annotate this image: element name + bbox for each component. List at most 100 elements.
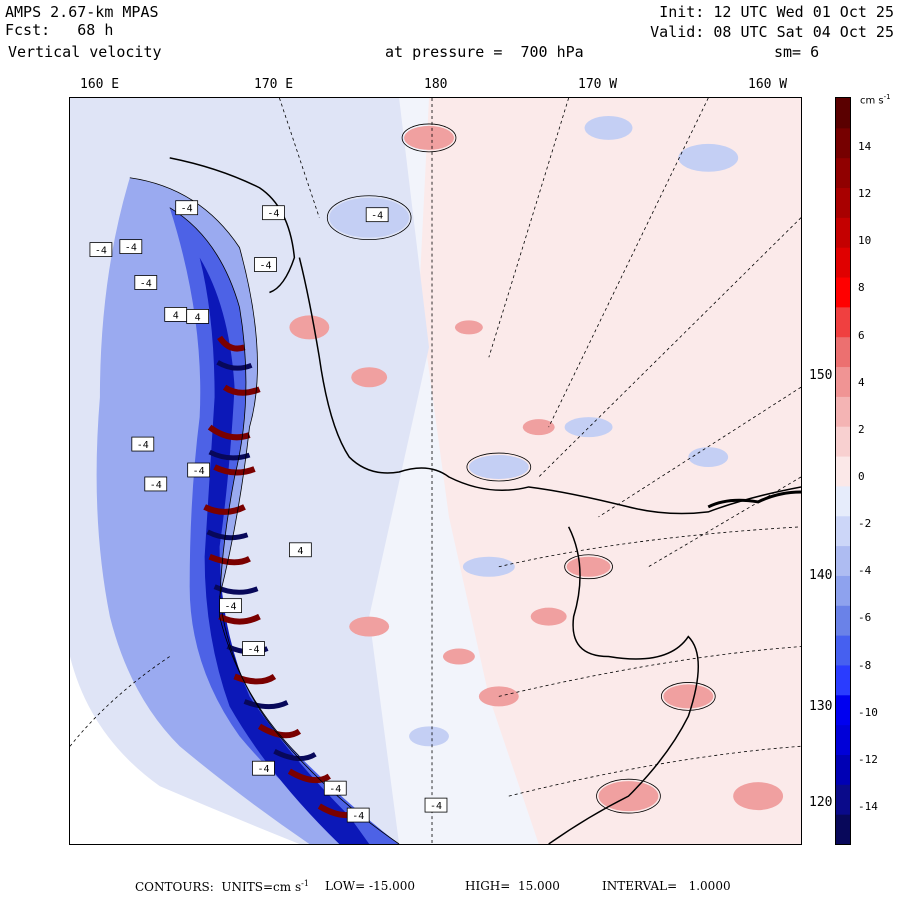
colorbar-swatch [836, 366, 850, 397]
colorbar-swatch [836, 98, 850, 129]
colorbar-tick-label: -8 [858, 658, 872, 672]
init-time: Init: 12 UTC Wed 01 Oct 25 [659, 3, 894, 21]
colorbar-swatch [836, 754, 850, 785]
contour-label: -4 [219, 598, 242, 614]
colorbar-tick-label: 2 [858, 422, 865, 436]
svg-text:4: 4 [195, 312, 201, 323]
svg-text:-4: -4 [259, 261, 271, 272]
contour-label: -4 [131, 436, 155, 452]
contour-label: -4 [262, 205, 285, 221]
footer-interval: INTERVAL= 1.0000 [602, 879, 731, 893]
colorbar-swatch [836, 575, 850, 606]
footer-contours: CONTOURS: UNITS=cm s-1 [135, 879, 309, 894]
colorbar-tick-label: -14 [858, 800, 878, 813]
colorbar-swatch [836, 784, 850, 815]
contour-label: 4 [164, 307, 188, 322]
colorbar-swatch [836, 605, 850, 636]
svg-text:-4: -4 [371, 211, 383, 222]
smoothing: sm= 6 [774, 43, 820, 61]
outside-domain [70, 656, 300, 844]
contour-label: -4 [346, 807, 370, 823]
svg-text:4: 4 [173, 310, 179, 321]
colorbar-tick-label: -6 [858, 611, 872, 625]
colorbar-swatch [836, 426, 850, 457]
svg-text:-4: -4 [125, 243, 137, 254]
colorbar-swatch [836, 336, 850, 368]
contour-label: -4 [254, 257, 277, 272]
colorbar-tick-label: -12 [858, 752, 878, 766]
positive-field-east [419, 98, 801, 844]
svg-text:4: 4 [297, 546, 303, 557]
contour-label: -4 [175, 200, 199, 216]
colorbar-swatch [836, 127, 850, 159]
contour-label: -4 [242, 641, 265, 656]
core-negative-band [199, 257, 370, 844]
colorbar-units: cm s-1 [860, 93, 891, 107]
lon-label-170w: 170 W [578, 77, 618, 92]
pressure-level: at pressure = 700 hPa [385, 43, 584, 61]
colorbar-swatch [836, 694, 850, 726]
colorbar-swatch [836, 456, 850, 487]
colorbar-tick-label: 12 [858, 187, 872, 201]
graticule [70, 98, 801, 844]
svg-text:-4: -4 [430, 801, 442, 812]
colorbar-swatch [836, 724, 850, 755]
svg-text:-4: -4 [137, 440, 149, 451]
contour-label: -4 [187, 462, 211, 478]
colorbar-tick-label: -4 [858, 564, 872, 578]
contour-label: 4 [186, 309, 210, 324]
contour-label: -4 [144, 476, 168, 492]
ice-shelf-edge [548, 526, 700, 844]
lon-label-160w: 160 W [748, 77, 788, 92]
svg-text:-4: -4 [193, 466, 205, 477]
svg-text:-4: -4 [352, 811, 364, 822]
colorbar-tick-label: 8 [858, 281, 865, 295]
colorbar-swatch [836, 247, 850, 278]
contour-label: -4 [89, 242, 113, 257]
vertical-velocity-map: -4 -4 -4 -4 -4 -4 -4 4 4 -4 -4 -4 4 -4 -… [69, 97, 802, 845]
colorbar-swatch [836, 187, 850, 218]
colorbar-swatch [836, 157, 850, 189]
contour-label: -4 [119, 239, 143, 254]
colorbar-swatch [836, 814, 850, 844]
contour-label-boxes: -4 -4 -4 -4 -4 -4 -4 4 4 -4 -4 -4 4 -4 -… [89, 200, 448, 823]
colorbar-tick-label: 4 [858, 375, 865, 389]
svg-text:-4: -4 [257, 764, 269, 775]
colorbar-swatch [836, 277, 850, 308]
colorbar-swatch [836, 515, 850, 547]
valid-time: Valid: 08 UTC Sat 04 Oct 25 [650, 23, 894, 41]
colorbar-tick-label: 6 [858, 328, 865, 342]
svg-text:-4: -4 [247, 645, 259, 656]
footer-low: LOW= -15.000 [325, 879, 416, 893]
colorbar [835, 97, 851, 845]
contour-label: -4 [252, 760, 275, 776]
colorbar-swatch [836, 635, 850, 666]
contour-label: -4 [365, 207, 389, 223]
contour-label: 4 [289, 542, 312, 558]
colorbar-tick-label: -2 [858, 517, 872, 531]
forecast-hour: Fcst: 68 h [5, 21, 114, 39]
field-name: Vertical velocity [8, 43, 162, 61]
colorbar-swatch [836, 217, 850, 248]
svg-text:-4: -4 [267, 209, 279, 220]
contour-lines [129, 123, 716, 844]
svg-text:-4: -4 [95, 246, 107, 257]
svg-text:-4: -4 [150, 480, 162, 491]
colorbar-tick-label: 10 [858, 234, 872, 248]
lon-label-180: 180 [424, 77, 448, 92]
colorbar-tick-label: 0 [858, 470, 865, 483]
colorbar-swatch [836, 306, 850, 338]
svg-text:-4: -4 [329, 784, 341, 795]
colorbar-swatch [836, 396, 850, 427]
lon-label-160e: 160 E [80, 77, 120, 92]
colorbar-swatch [836, 485, 850, 517]
colorbar-tick-label: -10 [858, 705, 878, 719]
svg-text:-4: -4 [181, 204, 193, 215]
contour-label: -4 [424, 797, 448, 813]
contour-label: -4 [323, 780, 347, 796]
model-title: AMPS 2.67-km MPAS [5, 3, 159, 21]
svg-text:-4: -4 [225, 602, 237, 613]
svg-text:-4: -4 [140, 278, 152, 289]
lon-label-170e: 170 E [254, 77, 294, 92]
footer-high: HIGH= 15.000 [465, 879, 560, 893]
